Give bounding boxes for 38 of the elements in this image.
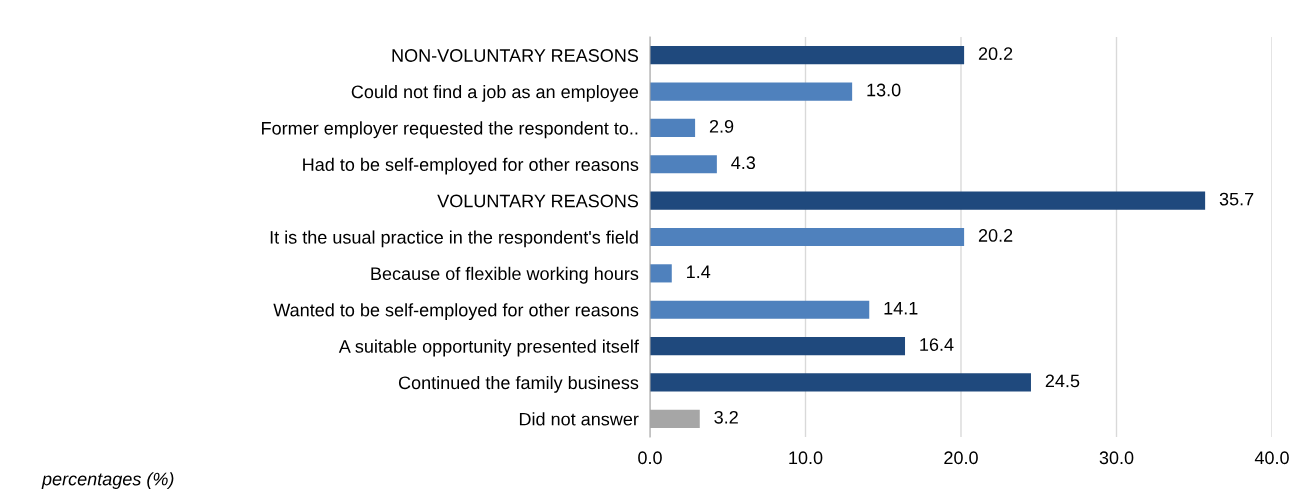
data-label: 20.2 bbox=[978, 47, 1013, 61]
x-tick-label: 30.0 bbox=[1099, 451, 1134, 465]
x-tick-label: 40.0 bbox=[1254, 451, 1289, 465]
data-label: 13.0 bbox=[867, 83, 901, 97]
y-tick-label: NON-VOLUNTARY REASONS bbox=[392, 49, 639, 62]
y-tick-label: Former employer requested the respondent to.. bbox=[262, 121, 638, 139]
data-label: 1.4 bbox=[687, 265, 711, 279]
y-tick-label: Had to be self-employed for other reasons bbox=[303, 157, 639, 175]
bar bbox=[650, 82, 853, 101]
data-label: 2.9 bbox=[709, 119, 734, 133]
y-tick-label: Could not find a job as an employee bbox=[351, 85, 639, 102]
y-tick-label: Continued the family business bbox=[398, 375, 639, 393]
bar bbox=[650, 155, 717, 174]
data-label: 35.7 bbox=[1219, 192, 1254, 206]
bar bbox=[650, 337, 906, 356]
bar bbox=[650, 300, 870, 319]
x-tick-label: 10.0 bbox=[789, 451, 823, 465]
bar bbox=[650, 191, 1206, 210]
data-label: 14.1 bbox=[884, 301, 918, 315]
data-label: 24.5 bbox=[1045, 374, 1080, 388]
data-label: 20.2 bbox=[978, 229, 1013, 242]
x-tick-label: 0.0 bbox=[638, 451, 662, 465]
data-label: 3.2 bbox=[714, 410, 738, 424]
y-tick-label: A suitable opportunity presented itself bbox=[338, 339, 639, 357]
bar bbox=[650, 373, 1031, 392]
bar bbox=[650, 264, 672, 283]
y-tick-label: Wanted to be self-employed for other reasons bbox=[273, 303, 639, 321]
bar bbox=[650, 227, 965, 247]
data-label: 16.4 bbox=[920, 338, 954, 351]
y-tick-label: Because of flexible working hours bbox=[371, 266, 639, 284]
y-tick-label: It is the usual practice in the respondent's field bbox=[270, 230, 638, 248]
data-label: 4.3 bbox=[731, 156, 756, 170]
bar bbox=[650, 118, 696, 137]
bar bbox=[650, 46, 965, 65]
x-tick-label: 20.0 bbox=[944, 451, 978, 465]
y-tick-label: VOLUNTARY REASONS bbox=[437, 194, 639, 208]
text: percentages (%) bbox=[41, 472, 174, 489]
y-tick-label: Did not answer bbox=[519, 412, 639, 426]
